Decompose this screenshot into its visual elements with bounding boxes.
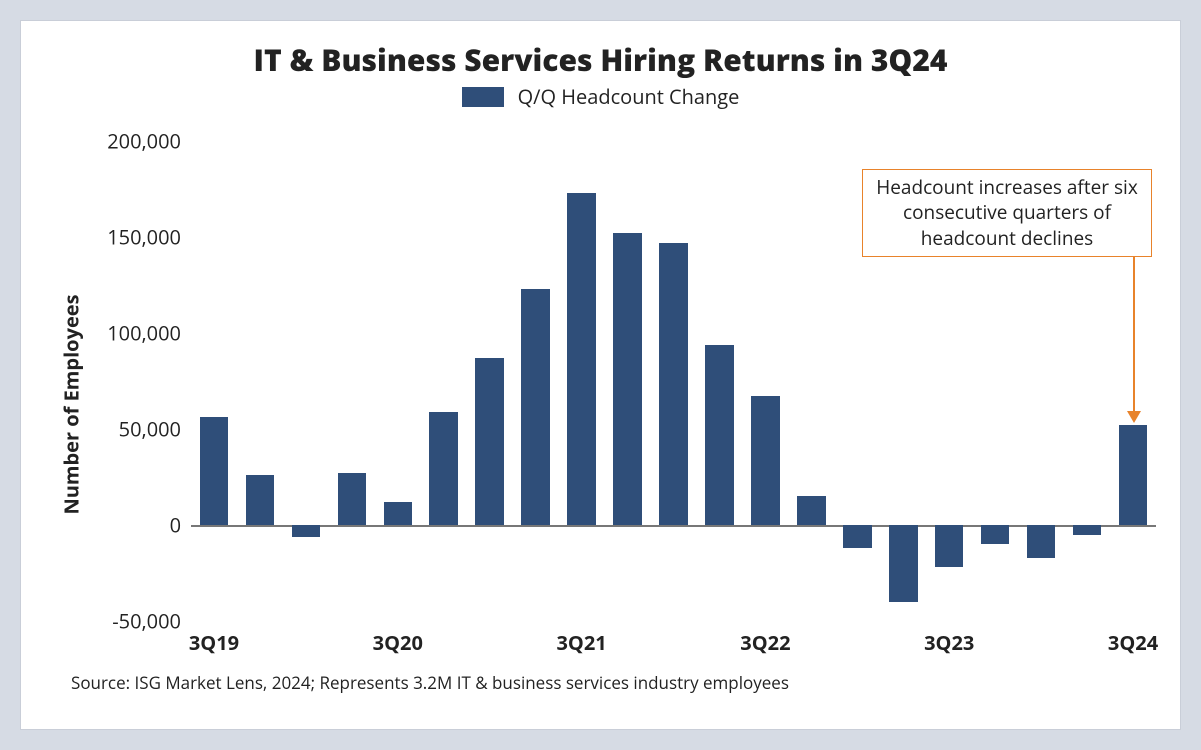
bar: [292, 525, 320, 537]
legend-label: Q/Q Headcount Change: [518, 83, 740, 110]
annotation-arrow-head: [1127, 411, 1141, 423]
bar: [384, 502, 412, 525]
bar: [200, 417, 228, 525]
y-tick-label: 50,000: [119, 416, 191, 443]
bar: [521, 289, 549, 525]
y-axis-label: Number of Employees: [58, 285, 85, 525]
bar: [981, 525, 1009, 544]
chart-title: IT & Business Services Hiring Returns in…: [21, 39, 1180, 80]
chart-frame: IT & Business Services Hiring Returns in…: [20, 20, 1181, 730]
annotation-arrow: [1133, 257, 1135, 413]
chart-legend: Q/Q Headcount Change: [21, 83, 1180, 110]
bar: [659, 243, 687, 525]
bar: [751, 396, 779, 525]
bar: [1073, 525, 1101, 535]
bar: [705, 345, 733, 525]
bar: [429, 412, 457, 525]
x-tick-label: 3Q19: [189, 621, 239, 656]
annotation-text: Headcount increases after six consecutiv…: [871, 175, 1143, 252]
bar: [338, 473, 366, 525]
y-tick-label: 150,000: [107, 224, 191, 251]
zero-line: [191, 525, 1156, 527]
y-tick-label: 200,000: [107, 128, 191, 155]
bar: [889, 525, 917, 602]
bar: [1027, 525, 1055, 558]
annotation-box: Headcount increases after six consecutiv…: [862, 169, 1152, 257]
x-tick-label: 3Q23: [924, 621, 974, 656]
bar: [246, 475, 274, 525]
x-tick-label: 3Q22: [740, 621, 790, 656]
bar: [843, 525, 871, 548]
bar: [567, 193, 595, 525]
y-tick-label: 0: [170, 512, 191, 539]
bar: [935, 525, 963, 567]
bar: [475, 358, 503, 525]
x-tick-label: 3Q21: [556, 621, 606, 656]
legend-swatch: [462, 87, 504, 107]
y-tick-label: -50,000: [112, 608, 191, 635]
y-axis-label-container: Number of Employees: [51, 21, 81, 729]
bar: [1119, 425, 1147, 525]
bar: [613, 233, 641, 525]
x-tick-label: 3Q20: [373, 621, 423, 656]
y-tick-label: 100,000: [107, 320, 191, 347]
bar: [797, 496, 825, 525]
x-tick-label: 3Q24: [1108, 621, 1158, 656]
source-text: Source: ISG Market Lens, 2024; Represent…: [71, 671, 789, 694]
